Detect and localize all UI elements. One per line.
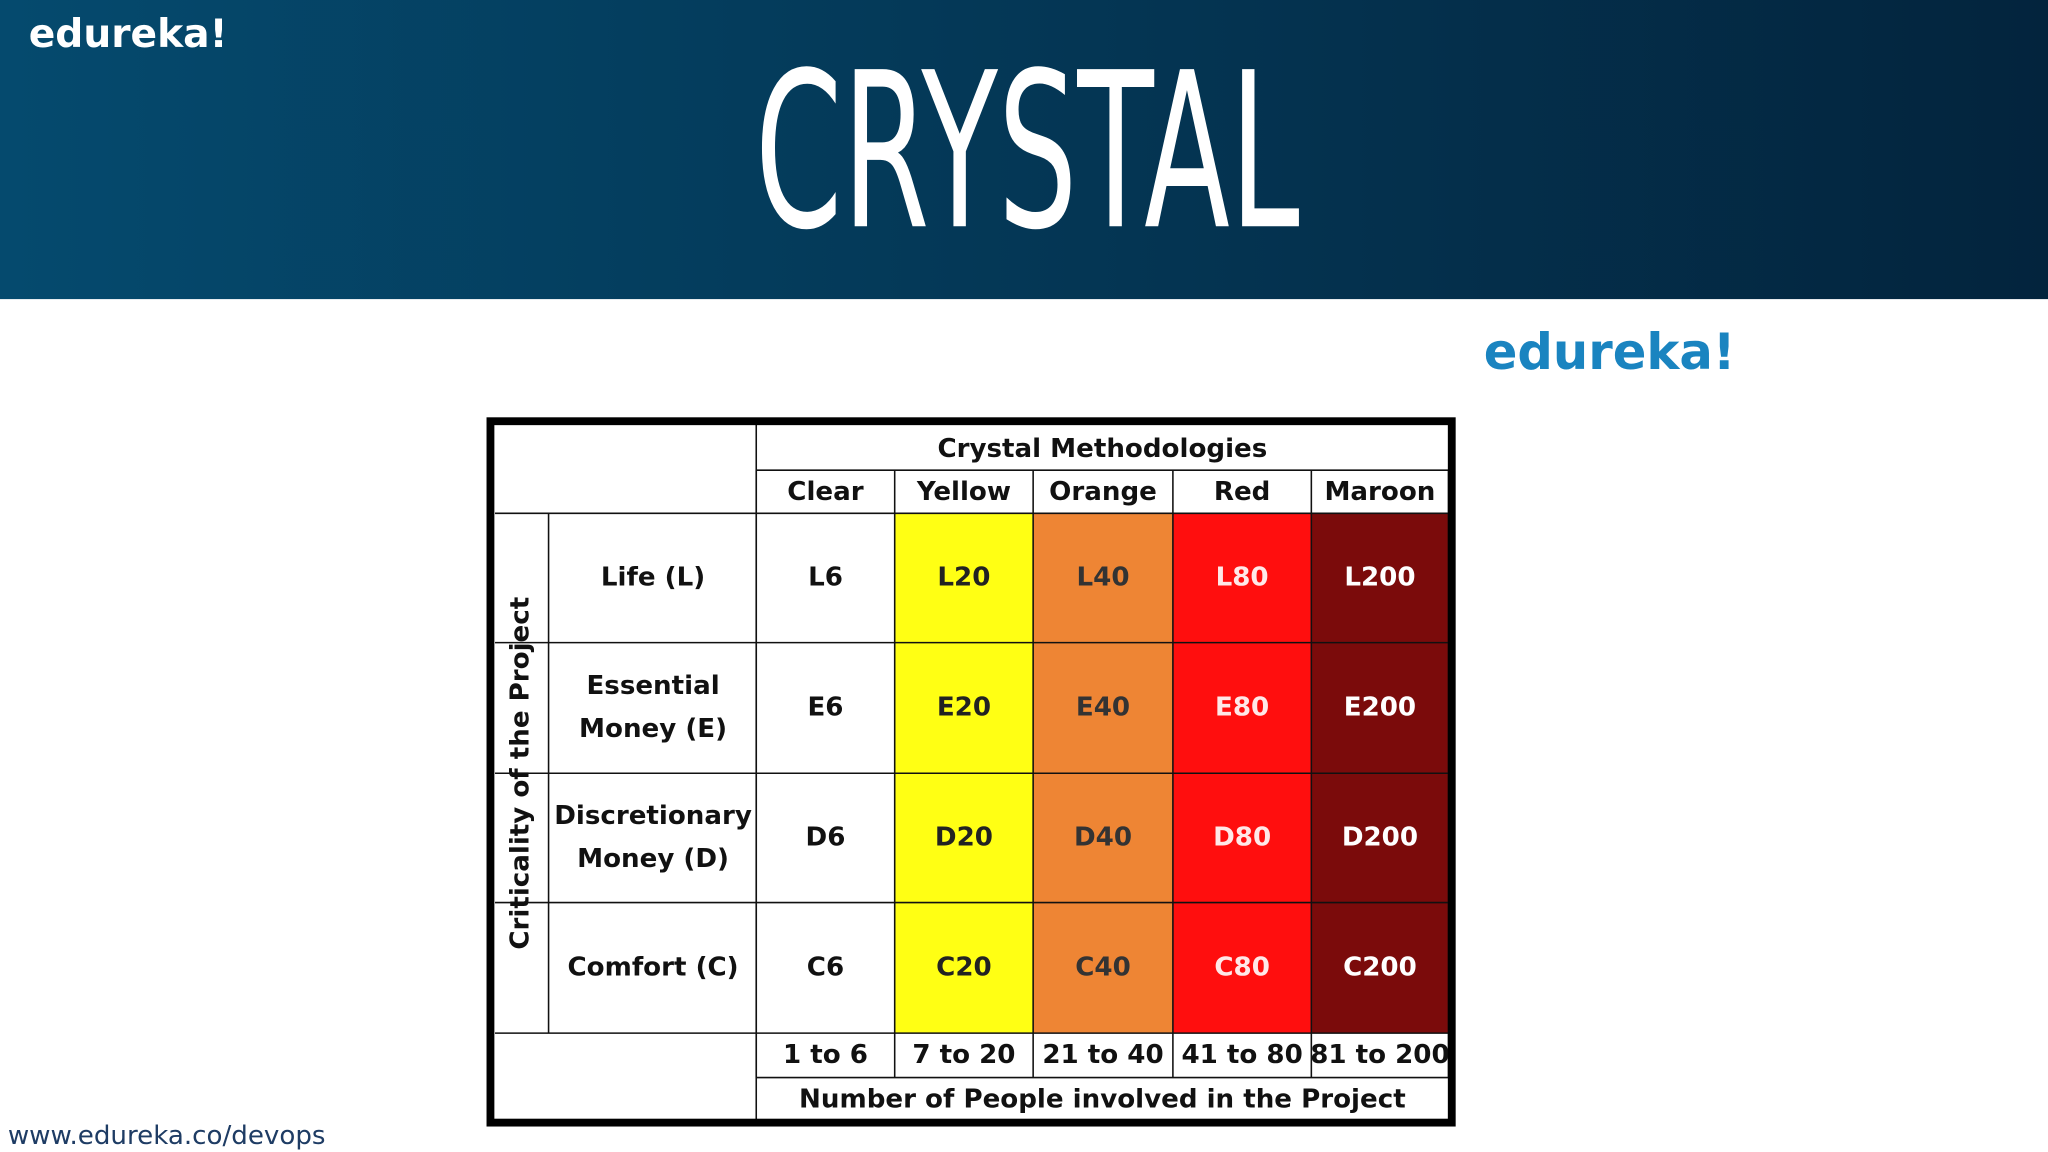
table-title: Crystal Methodologies <box>937 434 1267 464</box>
cell <box>1311 642 1449 774</box>
header-logo: edureka! <box>29 12 228 57</box>
row-label: Life (L) <box>601 562 705 592</box>
cell-text: L80 <box>1216 562 1269 592</box>
cell <box>756 513 895 643</box>
cell <box>1172 513 1312 643</box>
cell-text: D20 <box>935 822 993 852</box>
cell <box>894 902 1034 1034</box>
url: www.edureka.co/devops <box>8 1121 326 1151</box>
cell <box>756 902 895 1034</box>
count-label: 21 to 40 <box>1042 1040 1163 1070</box>
cell-text: E80 <box>1215 692 1269 722</box>
column-header: Yellow <box>916 477 1011 507</box>
cell <box>894 773 1034 903</box>
cell <box>756 773 895 903</box>
table: L6 L20 L40 L80 L200 Life (L) E6 E20 E40 E80 E200 Es… <box>486 417 1456 1127</box>
cell <box>1033 513 1173 643</box>
cell <box>1311 513 1449 643</box>
cell-text: E6 <box>807 692 843 722</box>
row-label: Comfort (C) <box>568 952 739 982</box>
cell-text: L200 <box>1344 562 1415 592</box>
cell <box>1172 902 1312 1034</box>
cell <box>894 642 1034 774</box>
column-header: Orange <box>1049 477 1157 507</box>
cell-text: L6 <box>808 562 843 592</box>
cell-text: E40 <box>1076 692 1130 722</box>
column-header: Clear <box>787 477 863 507</box>
cell-text: L40 <box>1077 562 1130 592</box>
count-label: 41 to 80 <box>1181 1040 1302 1070</box>
count-label: 81 to 200 <box>1310 1040 1449 1070</box>
cell-text: C40 <box>1075 952 1131 982</box>
row-label: Money (D) <box>577 844 729 874</box>
cell-text: E200 <box>1344 692 1416 722</box>
cell <box>1033 902 1173 1034</box>
column-header: Maroon <box>1324 477 1435 507</box>
cell <box>1311 773 1449 903</box>
cell <box>1033 642 1173 774</box>
count-label: 1 to 6 <box>783 1040 868 1070</box>
cell-text: E20 <box>937 692 991 722</box>
cell-text: D6 <box>806 822 846 852</box>
cell-text: D80 <box>1213 822 1271 852</box>
row-label: Essential <box>586 671 719 701</box>
cell <box>1033 773 1173 903</box>
table-footer: Number of People involved in the Project <box>799 1084 1406 1114</box>
cell-text: C20 <box>936 952 992 982</box>
cell-text: C200 <box>1343 952 1417 982</box>
column-header: Red <box>1214 477 1271 507</box>
cell <box>1311 902 1449 1034</box>
table-frame <box>486 417 1456 1127</box>
cell <box>756 642 895 774</box>
cell <box>1172 642 1312 774</box>
count-label: 7 to 20 <box>912 1040 1015 1070</box>
logo: edureka! <box>1484 323 1736 381</box>
title: CRYSTAL <box>755 26 1300 277</box>
cell <box>1172 773 1312 903</box>
cell-text: D40 <box>1074 822 1132 852</box>
row-label: Money (E) <box>579 714 727 744</box>
cell-text: L20 <box>937 562 990 592</box>
row-label: Discretionary <box>554 801 752 831</box>
cell <box>894 513 1034 643</box>
cell-text: D200 <box>1342 822 1418 852</box>
cell-text: C6 <box>807 952 844 982</box>
header-band <box>0 0 2048 300</box>
cell-text: C80 <box>1214 952 1270 982</box>
